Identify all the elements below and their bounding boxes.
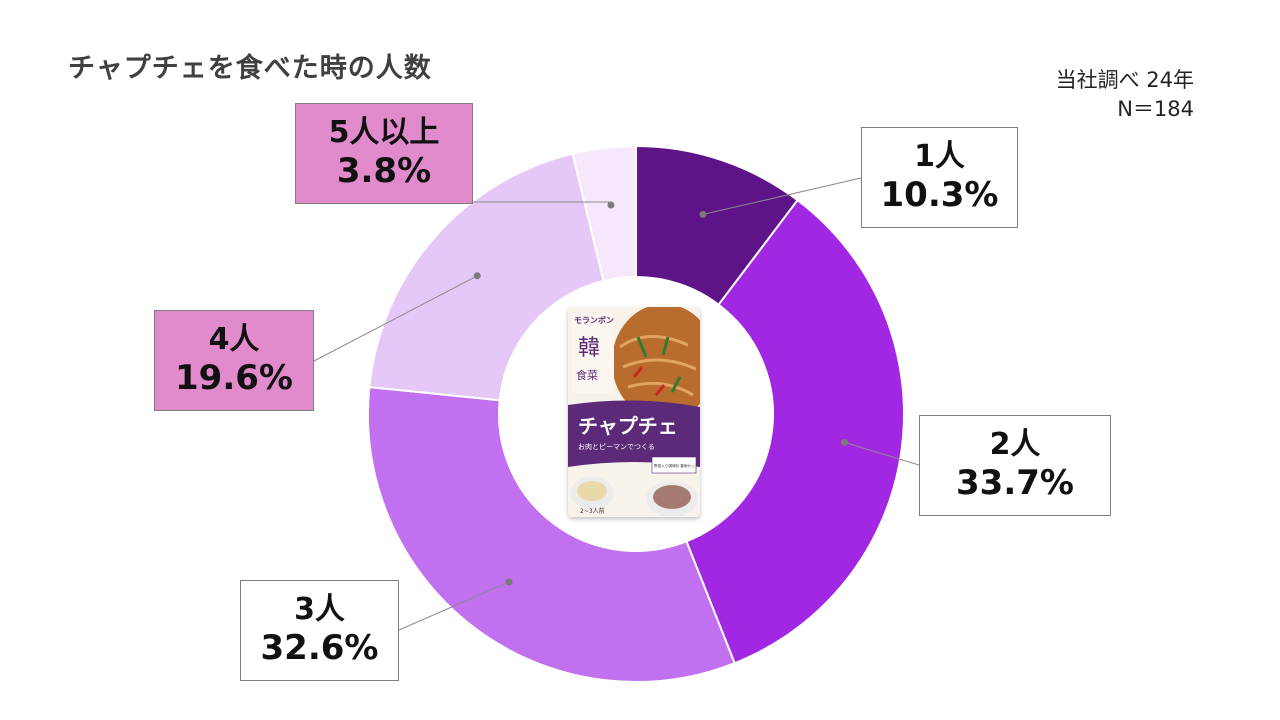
slice-label-2: 2人: [989, 427, 1041, 463]
slice-label-5: 5人以上: [328, 115, 440, 151]
leader-line-4: [313, 275, 478, 362]
slice-label-1: 1人: [914, 139, 965, 175]
slice-value-3: 32.6%: [260, 628, 379, 669]
leader-line-1: [702, 177, 862, 215]
brand-text: モランボン: [574, 315, 614, 325]
slice-value-4: 19.6%: [175, 358, 293, 399]
leader-line-2: [844, 441, 920, 466]
slice-value-2: 33.7%: [956, 463, 1074, 504]
leader-dot-3: [505, 578, 513, 586]
donut-slice-2: [685, 198, 905, 665]
servings-text: 2~3人前: [580, 507, 605, 515]
label-box-1: 1人 10.3%: [861, 127, 1018, 228]
slice-value-5: 3.8%: [336, 151, 432, 192]
leader-dot-2: [841, 438, 849, 446]
leader-dot-1: [699, 210, 707, 218]
donut-slice-5: [571, 144, 637, 283]
series-char-1: 韓: [578, 336, 600, 361]
donut-slice-4: [368, 152, 605, 402]
donut-slice-3: [367, 386, 736, 683]
leader-line-3: [398, 581, 510, 631]
slice-label-4: 4人: [208, 322, 260, 358]
product-package-image: モランボン 韓 食菜 チャプチェ お肉とピーマンでつくる 野菜入り調味料 春雨セ…: [568, 307, 700, 517]
product-name: チャプチェ: [578, 414, 678, 438]
sample-size: N＝184: [1117, 97, 1194, 121]
kit-note: 野菜入り調味料 春雨セット: [654, 463, 699, 468]
label-box-2: 2人 33.7%: [919, 415, 1111, 516]
label-box-4: 4人 19.6%: [154, 310, 314, 411]
leader-lines: [313, 177, 920, 631]
series-char-2: 食菜: [576, 368, 598, 382]
label-box-3: 3人 32.6%: [240, 580, 399, 681]
survey-source: 当社調べ 24年: [1055, 68, 1194, 92]
label-box-5: 5人以上 3.8%: [295, 103, 473, 204]
source-note: 当社調べ 24年 N＝184: [1056, 66, 1194, 124]
leader-dot-5: [607, 201, 615, 209]
leader-dot-4: [473, 272, 481, 280]
slice-value-1: 10.3%: [880, 175, 999, 216]
slice-label-3: 3人: [294, 592, 345, 628]
chart-title: チャプチェを食べた時の人数: [68, 53, 432, 84]
donut-slices: [367, 144, 905, 683]
product-subtitle: お肉とピーマンでつくる: [578, 442, 655, 451]
